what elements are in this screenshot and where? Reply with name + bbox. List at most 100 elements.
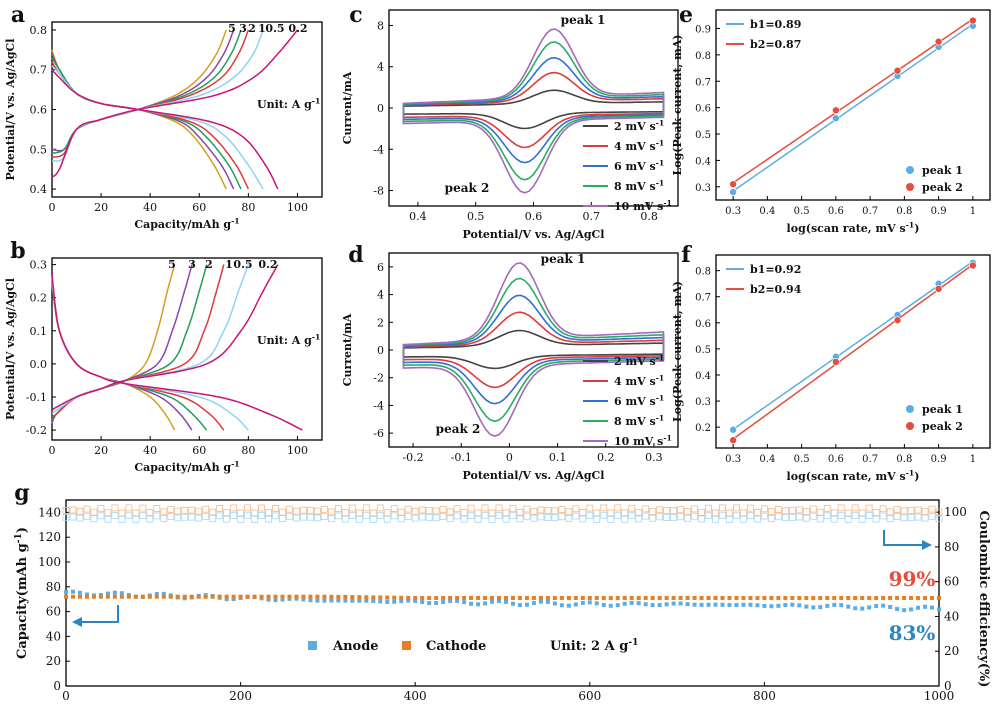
cathode-efficiency-point [691,505,698,513]
anode-capacity-point [895,607,900,612]
panel-label-a: a [11,2,25,28]
y-axis-title: Current/mA [341,71,354,144]
y-axis-title: Current/mA [341,313,354,386]
cathode-efficiency-point [593,509,601,517]
anode-capacity-point [685,602,690,607]
cathode-efficiency-point [502,509,510,517]
cathode-efficiency-point [362,504,370,512]
anode-efficiency-point [607,516,615,523]
y2-tick-label: 20 [944,644,959,658]
anode-capacity-point [671,601,676,606]
anode-efficiency-point [579,515,587,523]
x-tick-label: 0.3 [725,206,741,217]
cathode-efficiency-point [104,509,112,517]
anode-capacity-point [510,601,515,606]
anode-efficiency-point [586,512,594,519]
anode-capacity-point [420,600,425,605]
y-axis-title: Capacity(mAh g-1) [13,527,30,659]
x-axis-title: log(scan rate, mV s-1) [787,221,920,235]
discharge-curve-0.2 [51,69,279,190]
plot-frame [51,257,323,441]
cathode-capacity-point [748,595,753,600]
cathode-efficiency-point [733,504,740,512]
cathode-efficiency-point [551,507,559,515]
legend-anode-marker [308,641,317,650]
anode-capacity-point [154,592,159,597]
cathode-capacity-point [853,595,858,600]
y-tick-label: 0 [53,679,61,693]
left-arrow-head [72,617,82,627]
anode-efficiency-point [691,512,698,520]
y-tick-label: 0.2 [695,423,711,434]
anode-efficiency-point [551,514,559,522]
legend-label: peak 1 [922,403,963,416]
anode-capacity-point [483,601,488,606]
rate-label-0.5: 0.5 [233,258,252,271]
anode-efficiency-point [635,515,643,523]
anode-efficiency-point [900,514,908,522]
legend-label: 8 mV s-1 [614,179,664,193]
x-tick-label: 0.3 [645,451,663,464]
anode-efficiency-point [530,514,538,522]
anode-efficiency-point [376,512,384,519]
cathode-capacity-point [406,595,411,600]
cathode-capacity-point [874,595,879,600]
anode-capacity-point [832,602,837,607]
panel-label-c: c [349,2,362,28]
anode-capacity-point [476,602,481,607]
cathode-capacity-point [888,595,893,600]
anode-efficiency-point [600,511,608,519]
cathode-efficiency-point [146,509,154,516]
anode-efficiency-point [663,514,671,521]
x-tick-label: 100 [287,444,308,457]
cathode-efficiency-point [244,504,251,512]
cathode-efficiency-point [600,504,608,512]
y-tick-label: 140 [38,505,61,519]
anode-capacity-point [762,603,767,608]
fit-line [732,260,974,430]
cathode-efficiency-point [607,509,615,517]
cathode-capacity-point [825,595,830,600]
cathode-capacity-point [294,594,299,599]
y-tick-label: 0.4 [695,156,711,167]
y-tick-label: 0.8 [695,51,711,62]
plot-frame [715,254,991,449]
x-tick-label: 0.8 [896,206,912,217]
x-tick-label: 0.5 [467,210,485,223]
legend-label: peak 2 [922,420,963,433]
plot-frame [715,9,991,201]
legend-label: peak 2 [922,181,963,194]
legend-label: 8 mV s-1 [614,414,664,428]
anode-efficiency-point [858,515,866,523]
rate-label-1: 1 [258,22,266,35]
anode-efficiency-point [62,513,70,521]
cathode-efficiency-point [174,507,182,515]
legend-marker [906,183,914,191]
anode-capacity-point [699,602,704,607]
y-tick-label: 0.3 [695,183,711,194]
cathode-capacity-point [224,594,229,599]
cathode-capacity-point [650,595,655,600]
cathode-efficiency-point [153,505,161,512]
cathode-efficiency-point [495,504,503,512]
peak-2-label: peak 2 [436,422,481,436]
peak-2-label: peak 2 [445,181,490,195]
x-tick-label: 0.8 [640,210,658,223]
anode-efficiency-point [928,512,936,520]
cathode-efficiency-point [341,509,349,516]
cathode-capacity-point [77,594,82,599]
right-arrow [883,530,927,546]
x-tick-label: 40 [143,201,157,214]
cathode-capacity-point [783,595,788,600]
cathode-efficiency-point [516,508,524,516]
unit-note: Unit: A g-1 [257,333,320,347]
y-axis-title: Log(Peak current, mA) [671,281,684,422]
x-tick-label: 0.7 [862,454,878,465]
cathode-capacity-point [720,595,725,600]
cathode-capacity-point [902,595,907,600]
anode-efficiency-point [516,515,524,523]
cathode-capacity-point [762,595,767,600]
cathode-capacity-point [301,594,306,599]
cathode-efficiency-point [307,506,314,514]
anode-efficiency-point [432,514,440,522]
